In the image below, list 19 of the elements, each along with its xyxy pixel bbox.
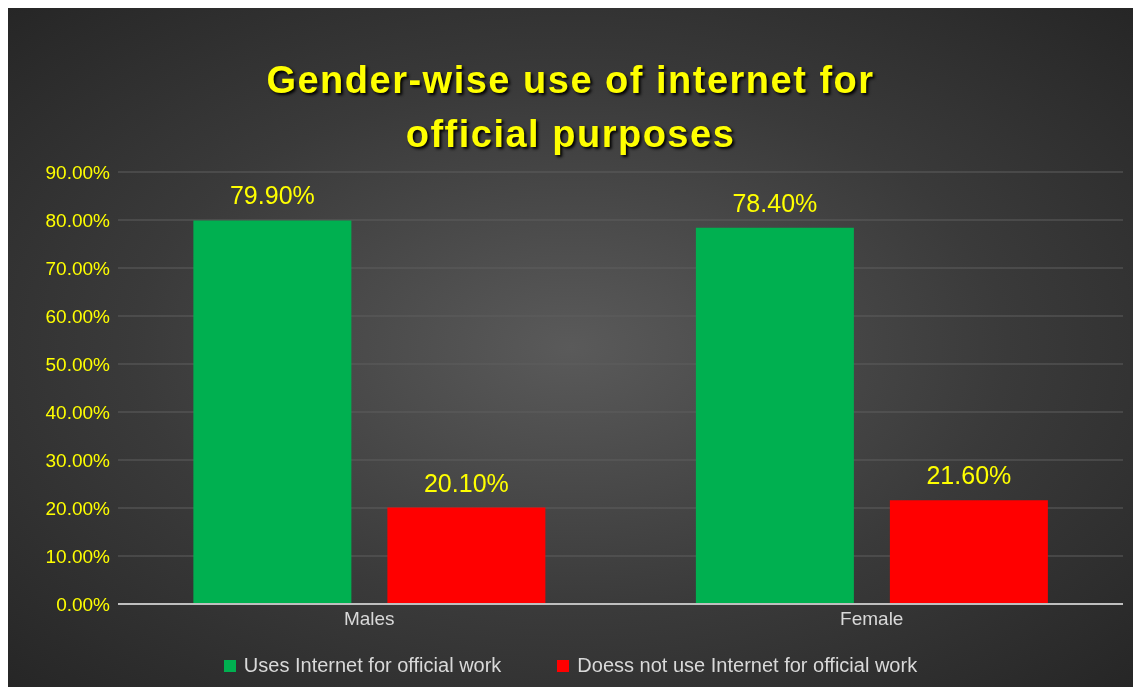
data-label: 21.60% — [926, 461, 1012, 490]
legend-label: Doess not use Internet for official work — [576, 654, 918, 677]
y-tick-label: 70.00% — [45, 257, 111, 279]
data-label: 79.90% — [229, 181, 315, 210]
chart-title: Gender-wise use of internet for official purposes — [265, 58, 876, 157]
y-tick-label: 50.00% — [45, 353, 111, 375]
x-tick-label: Female — [840, 608, 904, 630]
y-tick-label: 10.00% — [45, 545, 111, 567]
legend-label: Uses Internet for official work — [242, 654, 502, 677]
data-label: 78.40% — [732, 188, 818, 217]
y-tick-label: 30.00% — [45, 449, 111, 471]
y-tick-label: 60.00% — [45, 305, 111, 327]
y-tick-label: 90.00% — [45, 161, 111, 183]
y-tick-label: 20.00% — [45, 497, 111, 519]
y-tick-label: 80.00% — [45, 209, 111, 231]
y-tick-label: 40.00% — [45, 401, 111, 423]
x-tick-label: Males — [343, 608, 395, 630]
data-label: 20.10% — [423, 468, 509, 497]
y-tick-label: 0.00% — [56, 593, 111, 615]
